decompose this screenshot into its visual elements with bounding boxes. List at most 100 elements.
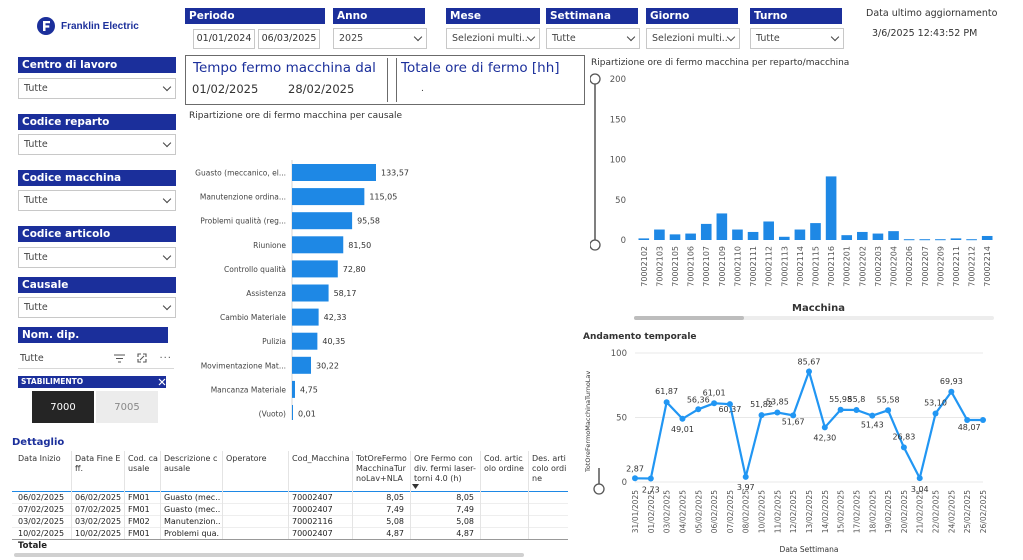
- trend-point[interactable]: [679, 415, 686, 422]
- giorno-dropdown[interactable]: Selezioni multi...: [646, 28, 740, 49]
- reparto-slider-handle-top[interactable]: [590, 73, 601, 85]
- reparto-bar[interactable]: [919, 239, 931, 241]
- articolo-dropdown[interactable]: Tutte: [18, 247, 176, 268]
- causale-dropdown[interactable]: Tutte: [18, 297, 176, 318]
- tempo-card-title: Tempo fermo macchina dal: [193, 60, 376, 76]
- turno-dropdown[interactable]: Tutte: [750, 28, 844, 49]
- mese-dropdown[interactable]: Selezioni multi...: [446, 28, 540, 49]
- reparto-bar[interactable]: [685, 233, 696, 240]
- reparto-bar[interactable]: [716, 213, 728, 240]
- reparto-slider-handle-bottom[interactable]: [590, 239, 601, 251]
- dip-dropdown[interactable]: Tutte ···: [18, 348, 174, 369]
- table-row[interactable]: 03/02/2025 03/02/2025 FM02 Manutenzion... 70…: [12, 516, 568, 528]
- anno-dropdown[interactable]: 2025: [333, 28, 427, 49]
- table-column-header[interactable]: Data Fine Eff.: [75, 454, 121, 473]
- causale-bar[interactable]: [292, 260, 338, 278]
- causale-bar[interactable]: [292, 212, 353, 230]
- table-column-header[interactable]: Ore Fermo con div. fermi laser-torni 4.0…: [414, 454, 476, 483]
- reparto-bar[interactable]: [638, 238, 650, 240]
- table-column-header[interactable]: Cod. causale: [128, 454, 158, 473]
- trend-point[interactable]: [885, 407, 892, 414]
- table-row[interactable]: 06/02/2025 06/02/2025 FM01 Guasto (mec... 70…: [12, 492, 568, 504]
- filter-icon[interactable]: [114, 353, 126, 363]
- settimana-dropdown[interactable]: Tutte: [546, 28, 640, 49]
- trend-point[interactable]: [932, 410, 939, 417]
- trend-point[interactable]: [695, 406, 702, 413]
- causale-bar[interactable]: [292, 284, 329, 302]
- reparto-bar[interactable]: [857, 231, 868, 240]
- trend-point[interactable]: [806, 368, 812, 375]
- causale-bar[interactable]: [292, 164, 376, 181]
- reparto-bar[interactable]: [700, 223, 712, 240]
- trend-point[interactable]: [711, 400, 718, 407]
- trend-point[interactable]: [821, 424, 828, 431]
- trend-point[interactable]: [758, 412, 765, 419]
- table-column-header[interactable]: Data Inizio: [18, 454, 61, 463]
- trend-point[interactable]: [980, 416, 986, 423]
- causale-bar[interactable]: [292, 405, 293, 420]
- periodo-to-input[interactable]: 06/03/2025: [258, 29, 320, 49]
- reparto-bar[interactable]: [841, 235, 853, 240]
- reparto-bar[interactable]: [732, 229, 743, 240]
- reparto-bar[interactable]: [966, 239, 977, 241]
- table-scrollbar[interactable]: [14, 553, 524, 557]
- reparto-bar[interactable]: [669, 234, 681, 240]
- reparto-bar[interactable]: [794, 229, 806, 240]
- trend-point[interactable]: [948, 388, 955, 395]
- reparto-bar[interactable]: [981, 235, 993, 240]
- reparto-bar[interactable]: [747, 231, 759, 240]
- trend-point[interactable]: [900, 444, 907, 451]
- trend-point[interactable]: [726, 401, 733, 408]
- reparto-bar[interactable]: [778, 236, 790, 240]
- trend-point[interactable]: [774, 409, 781, 416]
- centro-dropdown[interactable]: Tutte: [18, 78, 176, 99]
- sort-descending-icon[interactable]: [412, 484, 419, 489]
- reparto-bar[interactable]: [763, 221, 774, 240]
- trend-point[interactable]: [790, 412, 797, 419]
- reparto-scrollbar[interactable]: [634, 316, 994, 320]
- clear-selection-icon[interactable]: [158, 378, 166, 386]
- stabilimento-7005-button[interactable]: 7005: [96, 391, 158, 423]
- trend-point[interactable]: [663, 399, 670, 406]
- macchina-dropdown[interactable]: Tutte: [18, 190, 176, 211]
- trend-point[interactable]: [869, 412, 876, 419]
- stabilimento-7000-button[interactable]: 7000: [32, 391, 94, 423]
- reparto-bar[interactable]: [903, 239, 915, 241]
- reparto-bar[interactable]: [888, 231, 899, 240]
- table-row[interactable]: 07/02/2025 07/02/2025 FM01 Guasto (mec... 70…: [12, 504, 568, 516]
- table-column-header[interactable]: Descrizione causale: [164, 454, 218, 473]
- trend-point[interactable]: [916, 475, 923, 482]
- reparto-dropdown[interactable]: Tutte: [18, 134, 176, 155]
- trend-point[interactable]: [647, 475, 654, 482]
- trend-point[interactable]: [632, 475, 638, 482]
- trend-point[interactable]: [742, 473, 749, 480]
- table-column-header[interactable]: TotOreFermoMacchinaTurnoLav+NLA: [356, 454, 407, 483]
- reparto-bar[interactable]: [825, 176, 837, 240]
- table-column-divider: [222, 451, 223, 539]
- trend-point[interactable]: [837, 406, 844, 413]
- table-column-header[interactable]: Cod_Macchina: [292, 454, 350, 463]
- causale-bar[interactable]: [292, 356, 312, 374]
- trend-slider-handle[interactable]: [593, 483, 605, 495]
- table-column-header[interactable]: Operatore: [226, 454, 267, 463]
- trend-point[interactable]: [853, 407, 860, 414]
- reparto-bar[interactable]: [872, 233, 884, 240]
- table-column-header[interactable]: Cod. articolo ordine: [484, 454, 524, 473]
- causale-bar[interactable]: [292, 236, 344, 254]
- causale-bar[interactable]: [292, 332, 318, 350]
- reparto-bar[interactable]: [810, 223, 821, 240]
- causale-bar[interactable]: [292, 380, 295, 398]
- focus-mode-icon[interactable]: [137, 353, 148, 363]
- causale-bar[interactable]: [292, 308, 319, 326]
- reparto-bar[interactable]: [654, 229, 665, 240]
- table-column-header[interactable]: Des. articolo ordine: [532, 454, 567, 483]
- reparto-bar[interactable]: [935, 239, 946, 241]
- trend-data-label: 2,73: [642, 485, 660, 494]
- more-options-icon[interactable]: ···: [159, 352, 172, 364]
- reparto-scrollbar-thumb[interactable]: [634, 316, 744, 320]
- trend-xtick-label: 07/02/2025: [726, 490, 735, 533]
- periodo-from-input[interactable]: 01/01/2024: [193, 29, 255, 49]
- reparto-bar[interactable]: [950, 238, 962, 240]
- trend-point[interactable]: [964, 416, 971, 423]
- causale-bar[interactable]: [292, 188, 365, 206]
